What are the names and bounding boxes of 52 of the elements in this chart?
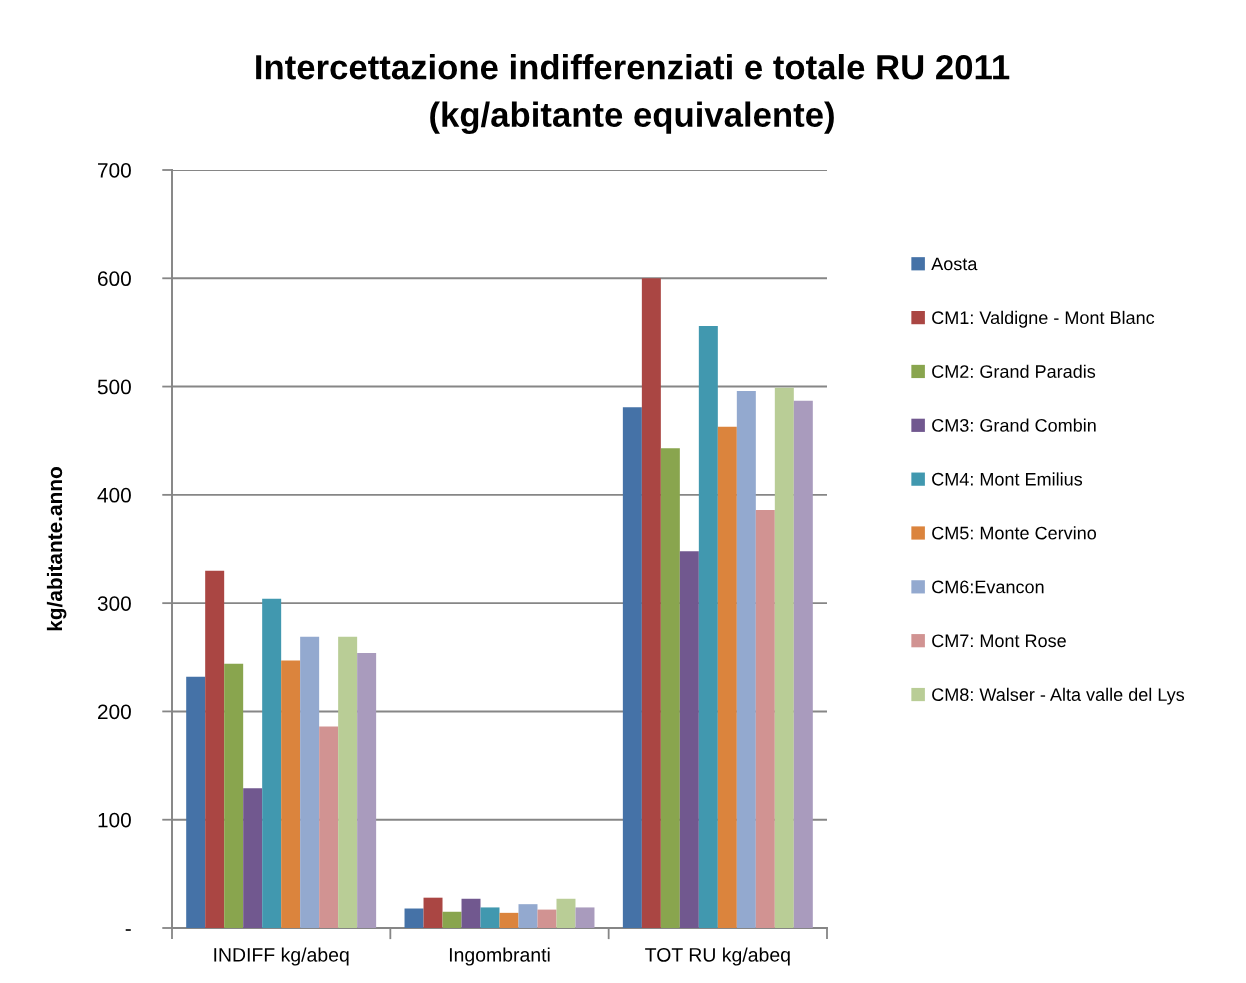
bar [262,598,282,928]
y-tick-label: 400 [97,487,131,503]
bar [793,400,813,928]
bar [499,912,519,928]
bar [622,407,642,928]
bar [186,676,206,928]
bar [243,788,263,928]
bar [641,278,661,928]
y-tick-label: 700 [98,163,131,178]
x-tick-label: TOT RU kg/abeq [645,947,790,966]
bar [537,909,557,928]
y-tick-label: 500 [97,379,131,395]
bar [205,570,225,928]
bar [774,387,794,928]
legend-label: CM1: Valdigne - Mont Blanc [932,310,1155,328]
legend-label: CM2: Grand Paradis [932,364,1096,378]
bar [556,898,576,928]
y-axis-title: kg/abitante.anno [46,467,67,631]
y-tick-label: 100 [98,812,131,828]
legend-label: CM8: Walser - Alta valle del Lys [932,687,1185,705]
bar [404,908,424,928]
bar [461,898,481,928]
y-tick-label: - [125,929,131,931]
x-tick-label: INDIFF kg/abeq [214,947,349,966]
bar [518,904,538,928]
bar [736,390,756,928]
bar [357,652,377,928]
legend-label: CM5: Monte Cervino [932,526,1097,540]
legend-label: CM7: Mont Rose [932,634,1066,648]
legend-label: CM3: Grand Combin [932,418,1096,432]
bar [755,510,775,928]
legend-label: CM6:Evancon [932,580,1044,594]
bar [660,448,680,928]
bar [442,911,462,928]
bar [319,726,339,928]
chart-title: Intercettazione indifferenziati e totale RU 2011 (kg/abitante equivalente) [256,54,1010,134]
bar [281,660,301,928]
bar [480,907,500,928]
bar [575,907,595,928]
bar [423,897,443,928]
bar [717,426,737,928]
legend-label: CM4: Mont Emilius [932,472,1083,486]
x-tick-label: Ingombranti [449,947,550,966]
bar [679,551,699,928]
y-tick-label: 200 [98,704,131,720]
bar [224,663,244,928]
bar [338,636,358,928]
bar [300,636,320,928]
y-tick-label: 300 [97,596,131,611]
y-tick-label: 600 [98,271,131,287]
legend-label: Aosta [931,257,978,271]
bar [698,325,718,928]
